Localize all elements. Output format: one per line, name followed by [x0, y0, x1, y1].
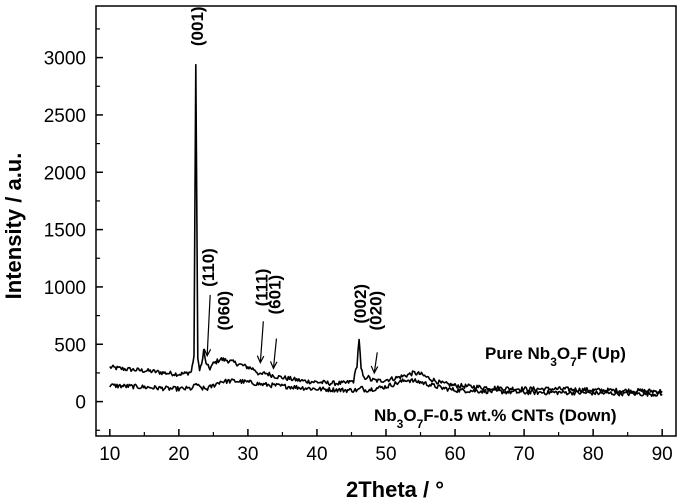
series-label-part-1-4: F-0.5 wt.% CNTs (Down) [423, 406, 616, 425]
series-label-part-1-2: O [403, 406, 416, 425]
peak-label-0: (001) [188, 6, 207, 46]
peak-arrow-1 [207, 295, 210, 356]
series-label-part-0-4: F (Up) [577, 344, 626, 363]
x-tick-label-70: 70 [514, 444, 535, 465]
peak-label-2: (060) [214, 291, 233, 331]
peak-label-1: (110) [199, 248, 218, 287]
x-tick-label-30: 30 [237, 444, 258, 465]
x-tick-label-90: 90 [652, 444, 673, 465]
x-tick-label-40: 40 [306, 444, 327, 465]
annotation-layer: (001)(110)(060)(111)(601)(002)(020) [188, 6, 385, 373]
plot-frame [96, 6, 676, 436]
y-tick-label-1000: 1000 [44, 278, 86, 299]
axes-layer: 10 20 30 40 50 60 70 80 90 0 500 1000 1500 2000 2500 30… [44, 6, 676, 465]
x-tick-label-80: 80 [583, 444, 604, 465]
x-axis-title: 2Theta / ° [346, 477, 444, 502]
x-tick-label-20: 20 [168, 444, 189, 465]
peak-label-6: (020) [366, 291, 385, 331]
peak-arrow-3 [260, 321, 263, 362]
y-tick-label-500: 500 [54, 335, 86, 356]
x-tick-label-10: 10 [99, 444, 120, 465]
y-tick-label-1500: 1500 [44, 221, 86, 242]
y-axis-title: Intensity / a.u. [1, 153, 26, 300]
y-tick-label-0: 0 [75, 393, 86, 414]
series-label-cnts: Nb3O7F-0.5 wt.% CNTs (Down) [374, 406, 617, 431]
x-tick-label-50: 50 [375, 444, 396, 465]
series-label-part-1-0: Nb [374, 406, 397, 425]
y-tick-label-3000: 3000 [44, 49, 86, 70]
y-tick-label-2500: 2500 [44, 106, 86, 127]
series-label-pure: Pure Nb3O7F (Up) [485, 344, 626, 369]
peak-label-4: (601) [266, 275, 285, 315]
x-tick-label-60: 60 [444, 444, 465, 465]
y-tick-label-2000: 2000 [44, 163, 86, 184]
series-label-part-0-2: O [557, 344, 570, 363]
series-label-part-0-0: Pure Nb [485, 344, 550, 363]
